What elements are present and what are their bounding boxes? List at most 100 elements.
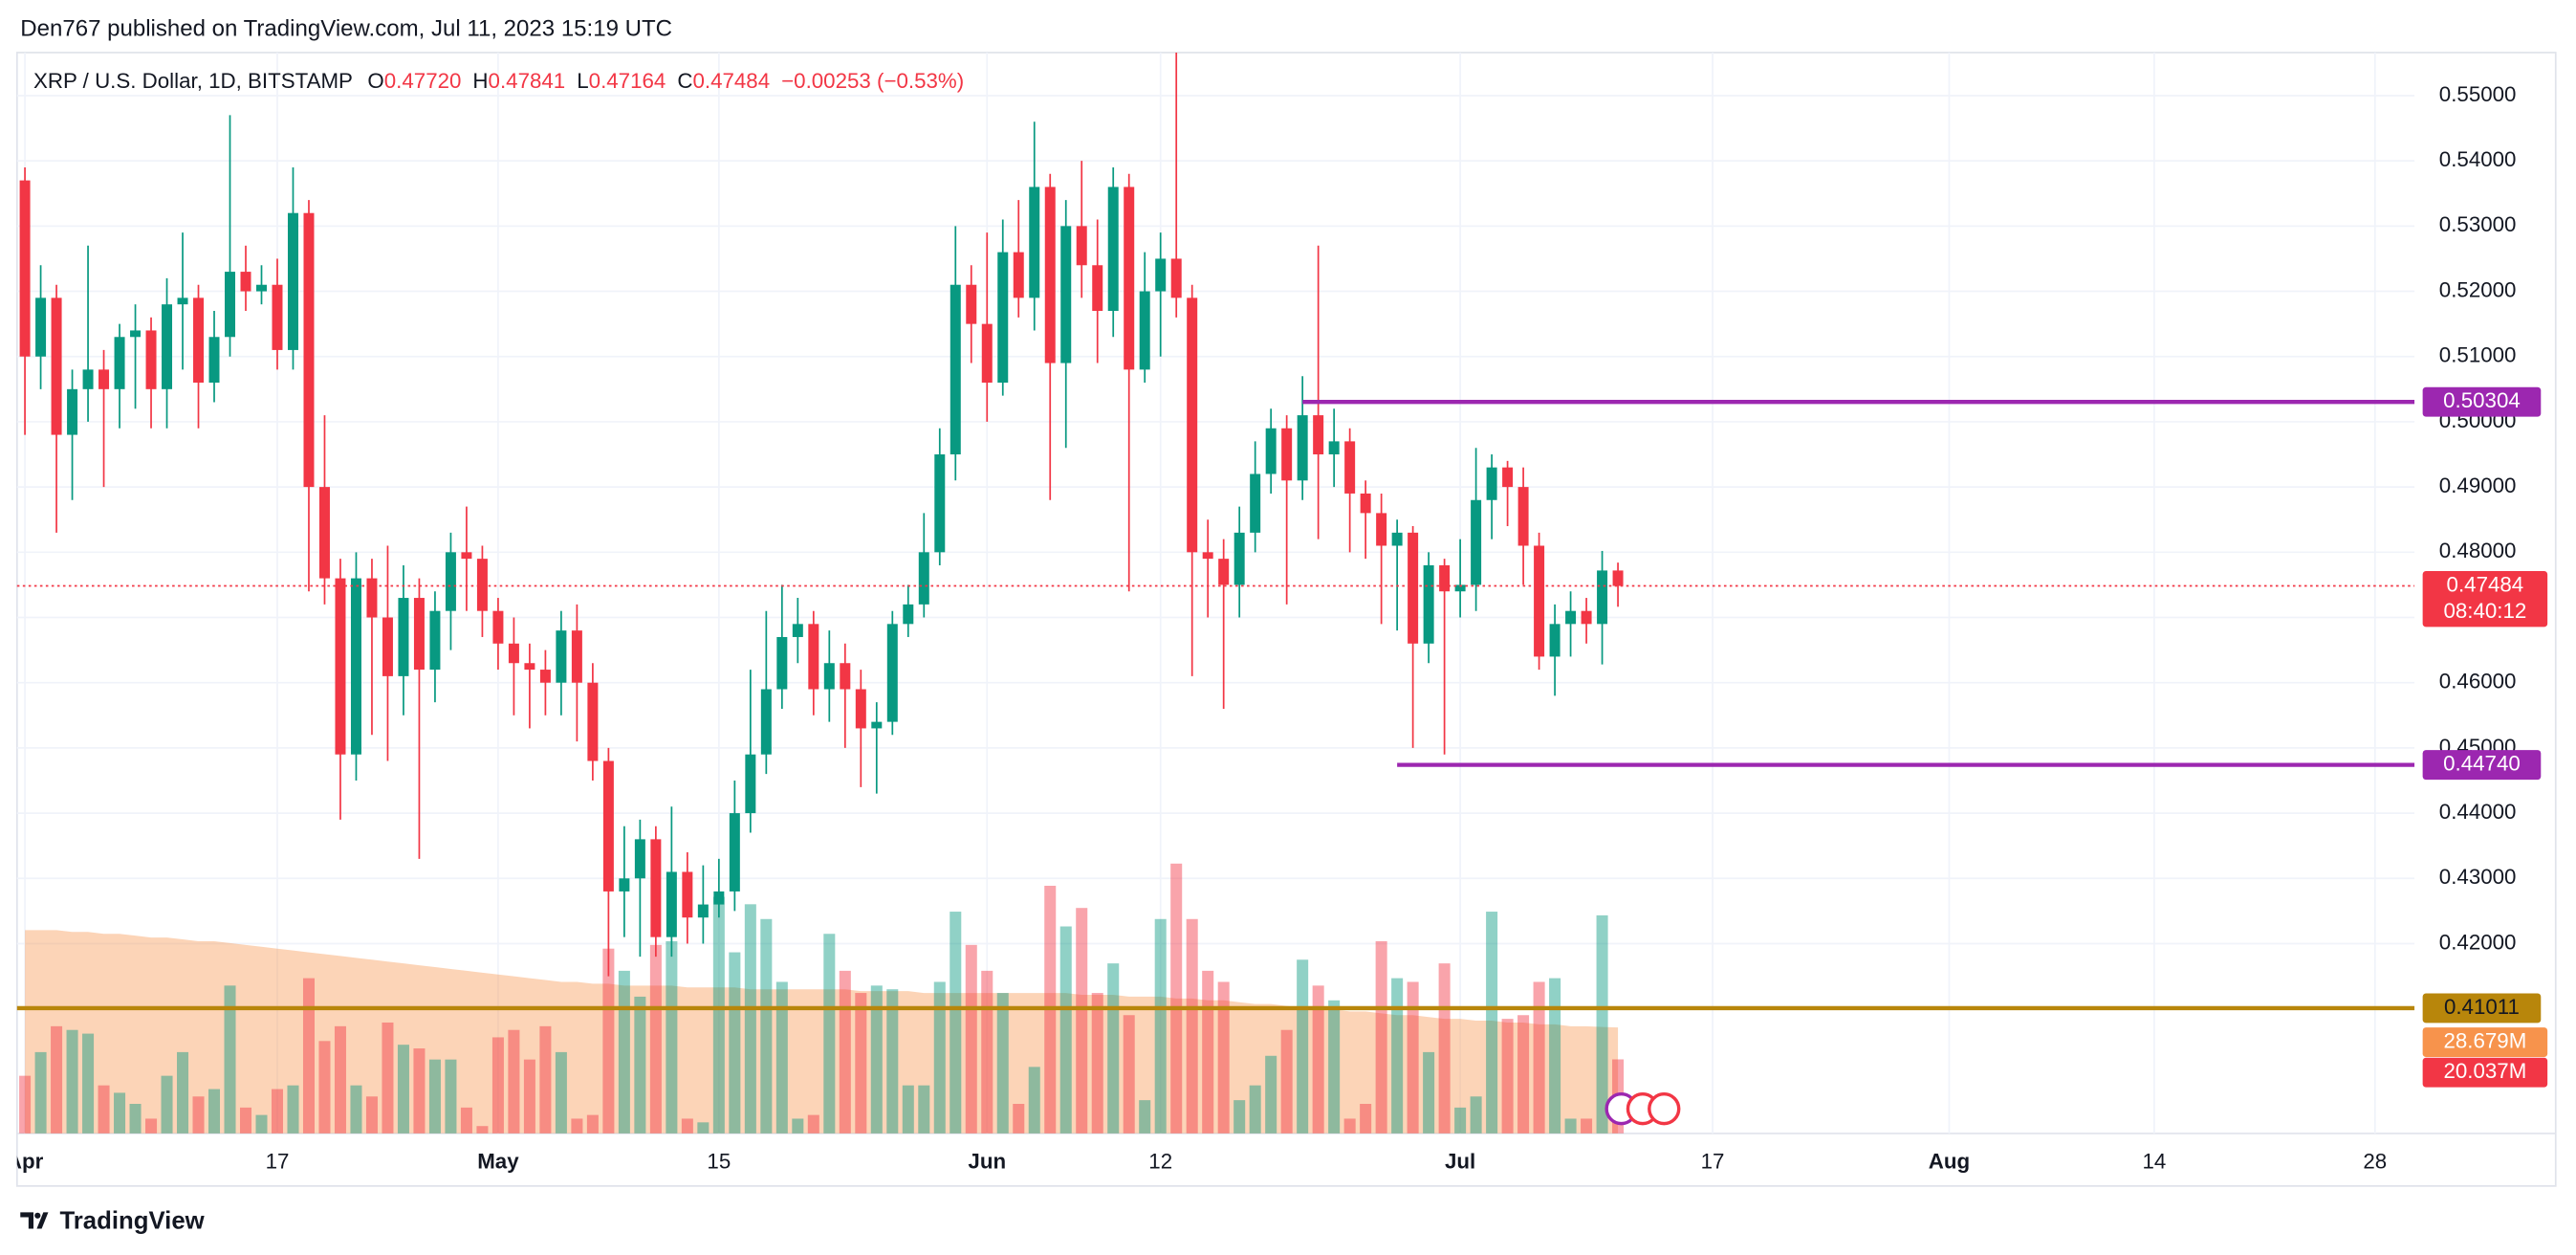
volume-bar: [760, 918, 773, 1134]
volume-bar: [161, 1075, 173, 1134]
volume-bar: [1517, 1015, 1530, 1134]
candle-body: [51, 297, 62, 435]
brand-logo: [20, 1212, 49, 1229]
volume-bar: [491, 1037, 504, 1134]
volume-bar: [1013, 1104, 1025, 1134]
candle-body: [1013, 252, 1024, 298]
candle-body: [1439, 564, 1451, 592]
volume-bar: [649, 944, 662, 1134]
volume-bar: [918, 1085, 930, 1134]
candle-body: [177, 297, 188, 305]
price-label-box: [2422, 571, 2548, 628]
candle-body: [1408, 532, 1419, 644]
event-icons: [1605, 1091, 1681, 1126]
volume-bar: [34, 1051, 47, 1134]
volume-bar: [1233, 1100, 1246, 1134]
volume-bar: [618, 970, 630, 1134]
volume-bar: [1202, 970, 1214, 1134]
candle-body: [587, 682, 599, 761]
y-tick-label: 0.51000: [2439, 343, 2517, 367]
candle-body: [98, 369, 110, 389]
candle-body: [114, 337, 125, 389]
volume-bar: [1328, 1000, 1341, 1134]
candle-body: [1454, 584, 1466, 592]
volume-bar: [886, 989, 899, 1134]
volume-bar: [823, 934, 836, 1134]
candle-body: [1376, 513, 1387, 546]
volume-bar: [539, 1025, 552, 1134]
candle-body: [256, 284, 267, 292]
y-tick-label: 0.49000: [2439, 473, 2517, 497]
candle-body: [886, 624, 898, 722]
volume-bar: [98, 1085, 110, 1134]
candle-body: [1313, 415, 1324, 455]
plot-area: [19, 52, 1625, 1134]
volume-bar: [729, 952, 741, 1134]
candle-body: [130, 330, 142, 338]
candle-body: [1297, 415, 1308, 481]
header: Den767 published on TradingView.com, Jul…: [20, 15, 672, 41]
x-tick-label: Jul: [1445, 1150, 1475, 1174]
candle-body: [1076, 226, 1087, 266]
candle-body: [745, 754, 756, 814]
candle-body: [1328, 441, 1340, 455]
volume-bar: [1564, 1118, 1577, 1134]
volume-bar: [1186, 918, 1198, 1134]
volume-bar: [602, 948, 615, 1134]
candle-body: [145, 330, 157, 389]
candle-body: [903, 604, 914, 625]
volume-bar: [775, 981, 788, 1134]
volume-bar: [523, 1059, 535, 1134]
candle-body: [840, 663, 851, 690]
legend-value: 0.47841: [489, 69, 566, 93]
candle-body: [1517, 487, 1529, 546]
volume-bar: [965, 944, 977, 1134]
candle-body: [666, 871, 677, 937]
candle-body: [1360, 493, 1371, 514]
volume-ma-area: [25, 930, 1619, 1134]
candle-body: [697, 904, 709, 918]
candle-body: [808, 624, 819, 690]
candle-body: [1344, 441, 1356, 494]
candle-body: [1471, 499, 1482, 585]
candle-body: [1060, 226, 1072, 363]
candle-body: [208, 337, 220, 384]
x-tick-label: 14: [2142, 1150, 2166, 1174]
candle-body: [1202, 552, 1213, 560]
candle-body: [82, 369, 94, 389]
volume-bar: [82, 1033, 95, 1134]
volume-bar: [66, 1029, 78, 1134]
volume-bar: [1091, 993, 1103, 1134]
volume-label-box: [2422, 1057, 2548, 1088]
chart-frame: [15, 52, 2557, 1187]
candle-body: [492, 610, 504, 644]
candle-body: [524, 663, 535, 671]
candle-body: [162, 304, 173, 389]
candle-body: [981, 323, 993, 384]
volume-bar: [397, 1045, 409, 1134]
volume-bar: [334, 1025, 346, 1134]
candle-body: [1250, 473, 1261, 533]
volume-bar: [586, 1114, 599, 1134]
candle-body: [539, 670, 551, 683]
candle-body: [318, 487, 330, 579]
candle-body: [1265, 428, 1277, 474]
candle-body: [950, 284, 961, 455]
volume-bar: [1170, 863, 1183, 1134]
volume-bar: [476, 1126, 489, 1134]
volume-bar: [413, 1048, 426, 1134]
candle-body: [1612, 570, 1624, 586]
legend-symbol: XRP / U.S. Dollar, 1D, BITSTAMP: [33, 69, 353, 93]
volume-bar: [1438, 963, 1451, 1134]
volume-bar: [192, 1096, 205, 1134]
x-tick-label: Apr: [7, 1150, 44, 1174]
volume-bar: [1028, 1067, 1040, 1134]
candle-body: [855, 689, 866, 729]
level-label: 0.44740: [2443, 752, 2521, 776]
volume-bar: [1217, 981, 1230, 1134]
volume-bar: [1486, 912, 1498, 1134]
volume-bar: [634, 996, 646, 1134]
volume-bar: [1297, 959, 1309, 1134]
volume-bar: [1280, 1029, 1293, 1134]
